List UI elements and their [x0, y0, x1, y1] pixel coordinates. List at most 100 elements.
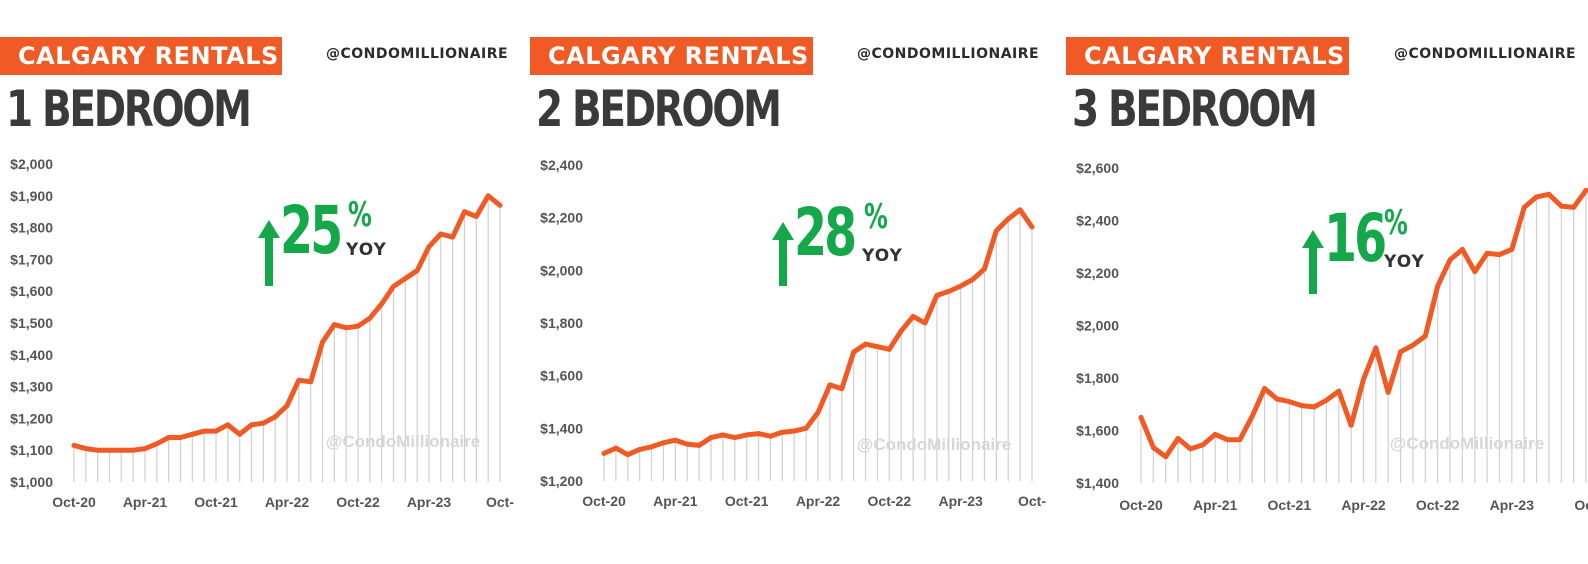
y-tick-label: $1,200 [10, 410, 53, 426]
y-tick-label: $1,900 [10, 188, 53, 204]
data-point [1571, 204, 1577, 210]
banner: CALGARY RENTALS [530, 37, 813, 75]
data-point [320, 339, 325, 345]
panel-2-bedroom: CALGARY RENTALS @CONDOMILLIONAIRE 2 BEDR… [530, 0, 1066, 564]
x-tick-label: Apr-21 [653, 493, 698, 509]
data-point [296, 377, 302, 383]
data-point [201, 428, 207, 434]
y-tick-label: $2,000 [540, 262, 583, 278]
x-tick-label: Oct-21 [1268, 497, 1312, 513]
y-tick-label: $2,200 [540, 210, 583, 226]
y-tick-label: $1,400 [540, 420, 583, 436]
data-point [260, 420, 266, 426]
banner: CALGARY RENTALS [1066, 37, 1349, 75]
x-tick-label: Oct-20 [52, 494, 96, 510]
x-tick-label: Oct-20 [1119, 497, 1163, 513]
y-tick-label: $1,800 [10, 220, 53, 236]
data-point [1422, 333, 1428, 339]
data-point [1534, 194, 1539, 200]
data-point [166, 435, 172, 440]
x-tick-label: Apr-21 [1193, 497, 1238, 513]
data-point [684, 441, 690, 447]
data-point [83, 446, 89, 452]
watermark: @CondoMillionaire [857, 435, 1011, 454]
panel-3-bedroom: CALGARY RENTALS @CONDOMILLIONAIRE 3 BEDR… [1066, 0, 1588, 564]
data-point [744, 432, 750, 438]
data-point [1410, 342, 1416, 348]
data-point [863, 341, 868, 347]
y-tick-label: $2,400 [540, 157, 583, 173]
x-tick-label: Oct-20 [582, 493, 626, 509]
handle-text: @CONDOMILLIONAIRE [326, 46, 509, 62]
x-tick-label: Oct-22 [868, 493, 912, 509]
data-point [661, 440, 666, 446]
data-point [237, 431, 243, 437]
data-point [142, 446, 148, 452]
data-point [130, 447, 136, 453]
yoy-label: YOY [1384, 252, 1425, 272]
data-point [993, 228, 999, 234]
data-point [1324, 397, 1329, 403]
data-point [1373, 345, 1379, 351]
data-point [708, 435, 714, 440]
y-tick-label: $1,800 [540, 315, 583, 331]
data-point [1435, 283, 1441, 289]
y-tick-label: $1,600 [10, 283, 53, 299]
data-point [1005, 216, 1011, 222]
data-point [1286, 399, 1292, 405]
data-point [982, 266, 987, 272]
line-chart-2-bedroom: $1,200 $1,400 $1,600 $1,800 $2,000 $2,200 $2,4… [540, 157, 1046, 509]
data-point [331, 322, 337, 327]
y-tick-label: $1,400 [1076, 475, 1119, 491]
line-chart-3-bedroom: $1,400 $1,600 $1,800 $2,000 $2,200 $2,400 $2,6… [1076, 160, 1588, 513]
y-tick-label: $1,600 [1076, 423, 1119, 439]
data-point [1447, 257, 1453, 263]
y-tick-label: $2,200 [1076, 265, 1119, 281]
x-tick-label: Oct-22 [336, 494, 380, 510]
y-tick-label: $1,300 [10, 379, 53, 395]
chart-title: 1 BEDROOM [6, 80, 252, 138]
x-tick-label: Apr-22 [796, 493, 841, 509]
data-point [625, 452, 631, 458]
x-tick-label: Apr-21 [123, 494, 168, 510]
data-point [95, 447, 101, 453]
data-point [815, 410, 821, 415]
data-point [886, 346, 892, 352]
data-point [1163, 454, 1169, 460]
handle-text: @CONDOMILLIONAIRE [857, 46, 1040, 62]
data-point [1299, 403, 1305, 408]
data-point [1484, 250, 1490, 256]
data-point [1398, 349, 1403, 355]
data-point [1385, 390, 1391, 395]
yoy-label: YOY [862, 246, 903, 266]
data-point [213, 428, 219, 434]
watermark: @CondoMillionaire [1390, 434, 1544, 453]
y-tick-label: $1,000 [10, 474, 53, 490]
data-point [1311, 404, 1317, 410]
y-tick-label: $2,000 [10, 156, 53, 172]
data-point [1583, 187, 1588, 193]
data-point [649, 444, 654, 450]
handle-text: @CONDOMILLIONAIRE [1394, 46, 1577, 62]
data-point [178, 435, 183, 440]
y-tick-label: $2,000 [1076, 318, 1119, 334]
data-point [343, 325, 349, 331]
up-arrow-icon [772, 222, 794, 286]
data-point [414, 268, 420, 273]
yoy-value: 16 [1324, 200, 1387, 277]
y-tick-label: $1,700 [10, 251, 53, 267]
data-point [284, 403, 290, 409]
data-point [438, 231, 444, 237]
x-tick-label: Apr-23 [1490, 497, 1535, 513]
data-point [910, 314, 916, 319]
data-point [249, 422, 254, 428]
data-point [367, 315, 373, 321]
data-point [497, 202, 503, 208]
yoy-percent: % [1384, 203, 1408, 243]
data-point [1521, 204, 1527, 210]
data-point [71, 443, 77, 448]
data-point [946, 289, 952, 294]
y-tick-label: $1,200 [540, 473, 583, 489]
data-point [1150, 445, 1156, 450]
data-point [107, 447, 112, 453]
